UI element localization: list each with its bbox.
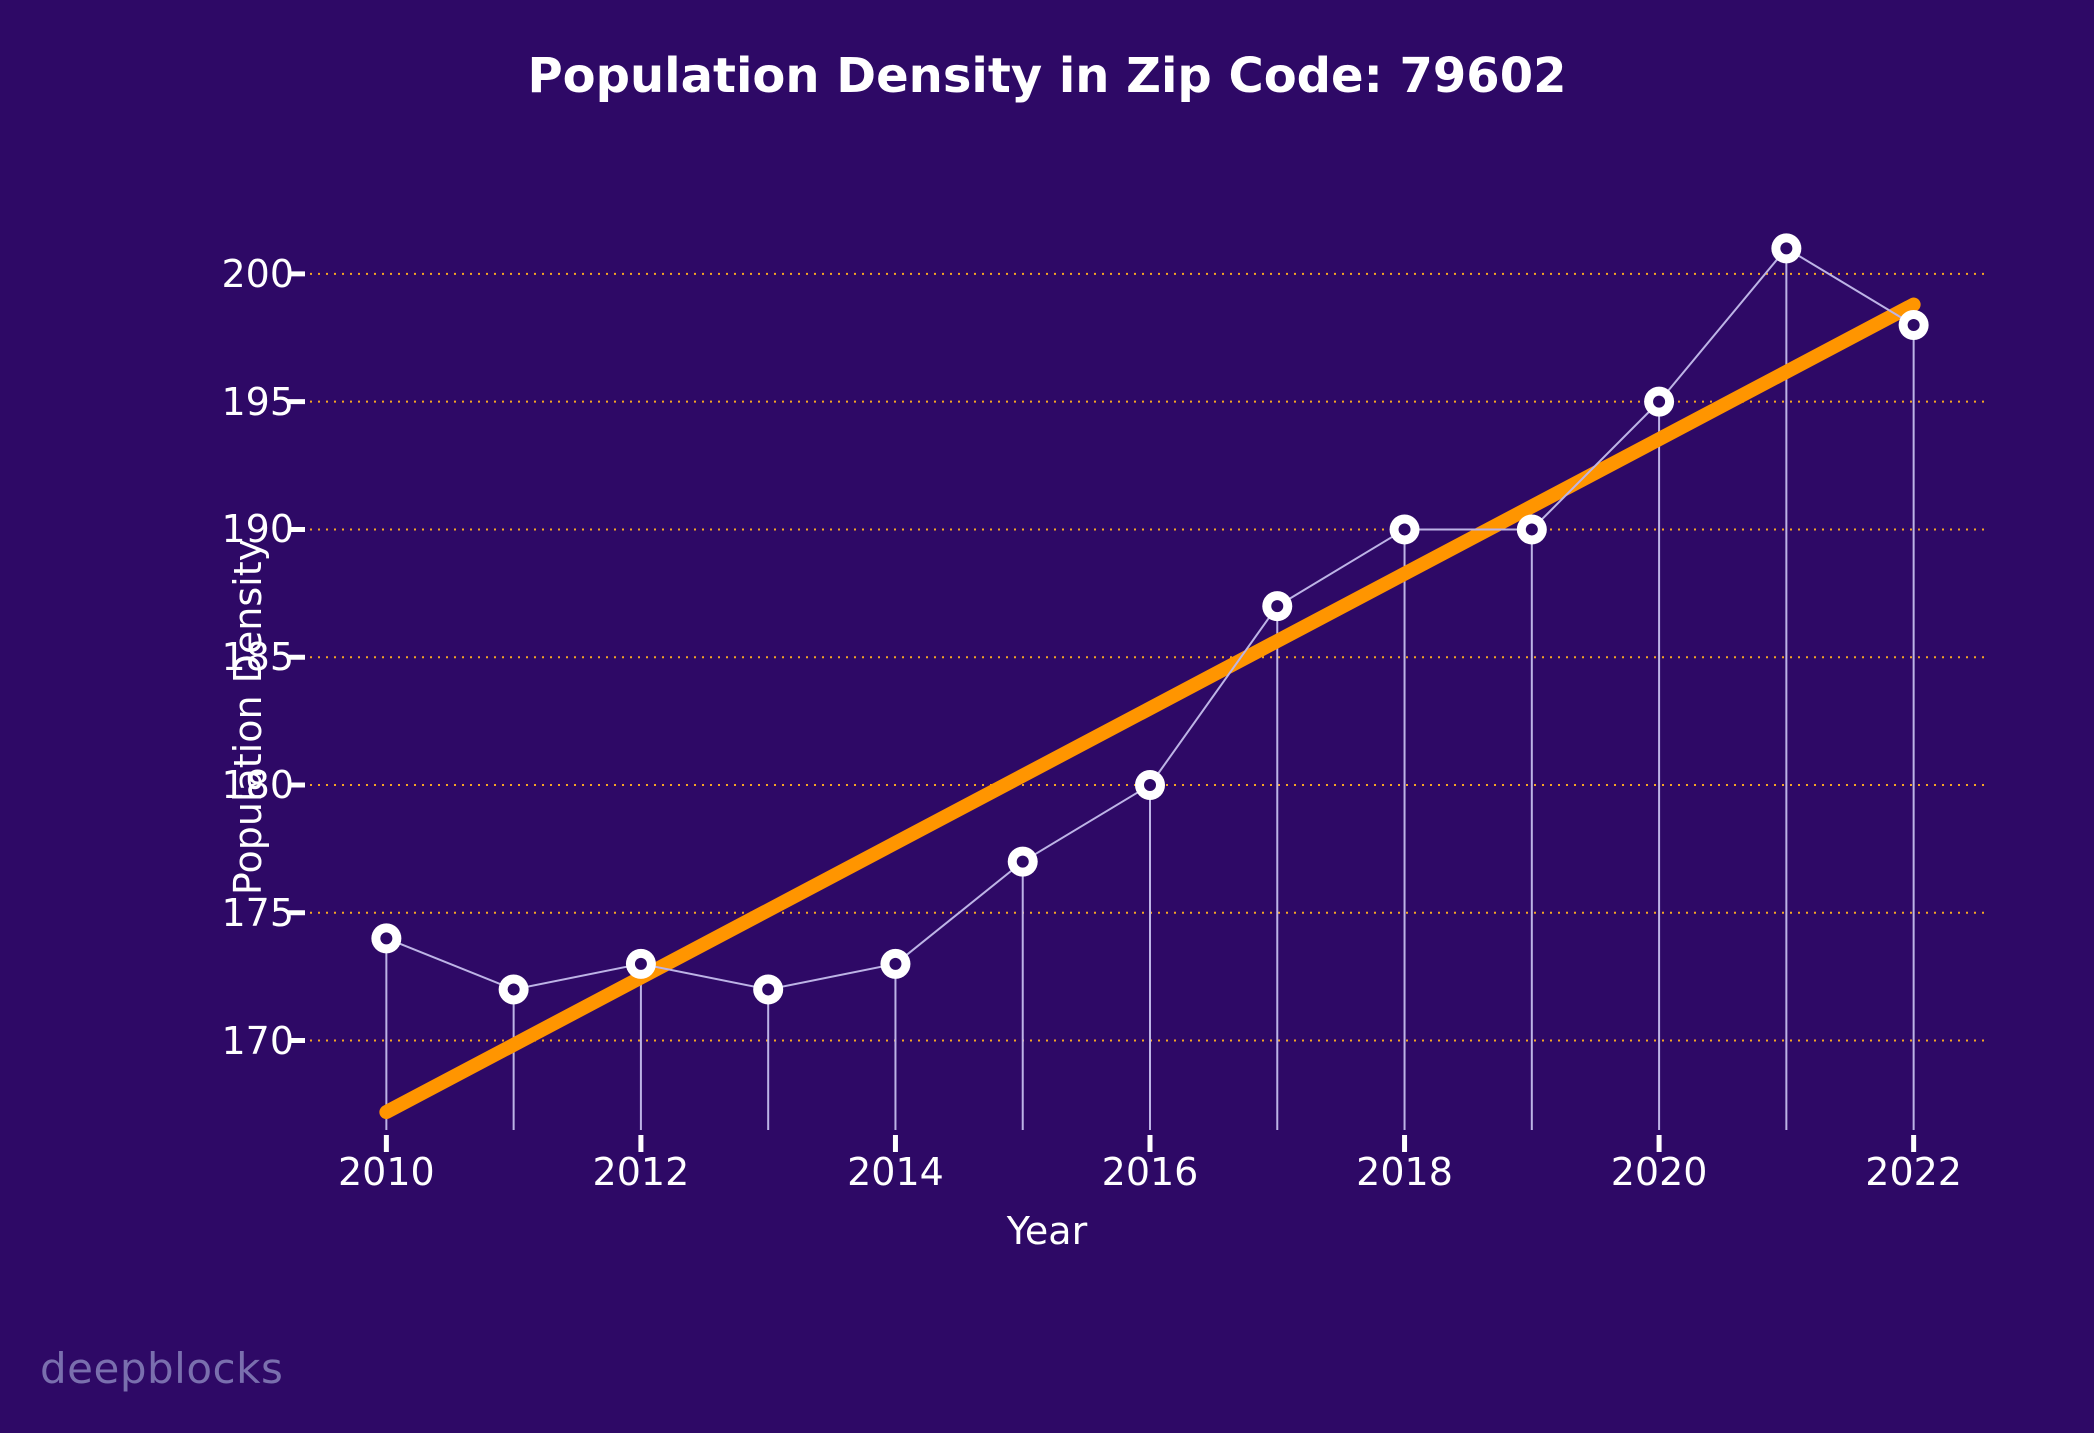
data-marker-hole: [508, 983, 520, 995]
chart-title: Population Density in Zip Code: 79602: [0, 48, 2094, 104]
plot-area: [310, 210, 1990, 1130]
x-axis-label: Year: [0, 1209, 2094, 1253]
y-tick-label: 180: [214, 763, 294, 807]
data-marker-hole: [762, 983, 774, 995]
data-marker-hole: [1908, 319, 1920, 331]
y-tick-label: 195: [214, 380, 294, 424]
data-marker-hole: [1144, 779, 1156, 791]
y-tick-label: 190: [214, 507, 294, 551]
data-marker-hole: [1653, 396, 1665, 408]
y-tick-label: 200: [214, 252, 294, 296]
data-marker-hole: [1271, 600, 1283, 612]
data-marker-hole: [889, 958, 901, 970]
data-marker-hole: [1017, 856, 1029, 868]
data-marker-hole: [1780, 242, 1792, 254]
data-marker-hole: [635, 958, 647, 970]
x-tick-label: 2010: [338, 1150, 435, 1194]
watermark: deepblocks: [40, 1344, 283, 1393]
chart-container: Population Density in Zip Code: 79602 Po…: [0, 0, 2094, 1433]
y-tick-label: 185: [214, 635, 294, 679]
y-tick-label: 175: [214, 891, 294, 935]
x-tick-label: 2012: [593, 1150, 690, 1194]
x-tick-label: 2020: [1611, 1150, 1708, 1194]
y-tick-label: 170: [214, 1019, 294, 1063]
data-marker-hole: [1526, 523, 1538, 535]
data-marker-hole: [380, 932, 392, 944]
x-tick-label: 2014: [847, 1150, 944, 1194]
data-marker-hole: [1399, 523, 1411, 535]
y-axis-label: Population Density: [226, 538, 270, 894]
x-tick-label: 2022: [1865, 1150, 1962, 1194]
x-tick-label: 2018: [1356, 1150, 1453, 1194]
x-tick-label: 2016: [1102, 1150, 1199, 1194]
